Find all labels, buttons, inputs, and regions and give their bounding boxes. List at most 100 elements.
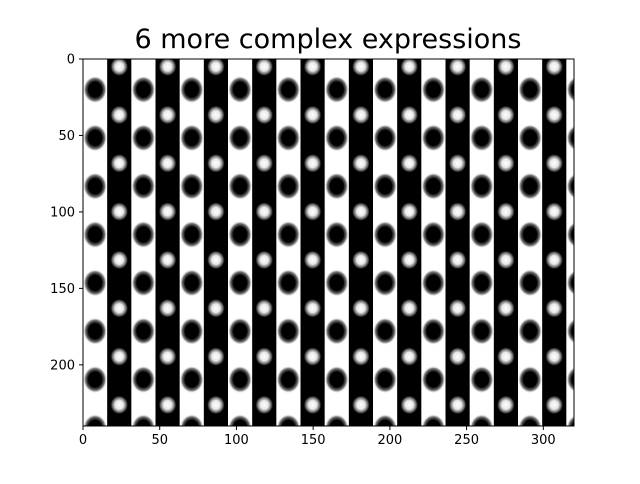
heatmap-blob-dark (566, 366, 574, 393)
heatmap-blob-light (255, 298, 274, 318)
heatmap-blob-light (351, 395, 371, 415)
heatmap-blob-dark (83, 75, 108, 104)
heatmap-blob-dark (276, 365, 301, 394)
heatmap-blob-light (158, 346, 177, 367)
heatmap-blob-light (206, 250, 226, 270)
x-tick-label: 250 (454, 433, 479, 448)
heatmap-blob-light (496, 395, 516, 415)
heatmap-blob-light (400, 250, 419, 270)
heatmap-blob-dark (372, 269, 398, 297)
heatmap-blob-dark (276, 124, 301, 152)
heatmap-blob-light (206, 105, 226, 125)
heatmap-blob-light (303, 105, 322, 125)
heatmap-blob-light (400, 346, 419, 367)
heatmap-blob-dark (421, 365, 446, 394)
heatmap-blob-dark (421, 269, 446, 297)
heatmap-blob-dark (469, 220, 494, 249)
heatmap-blob-light (255, 59, 274, 77)
heatmap-blob-light (545, 201, 564, 222)
heatmap-blob-dark (83, 317, 108, 345)
x-tick-label: 150 (301, 433, 326, 448)
heatmap-blob-light (400, 59, 419, 77)
heatmap-blob-light (400, 444, 418, 463)
heatmap-blob-dark (517, 75, 543, 104)
heatmap-blob-light (448, 105, 467, 125)
heatmap-blob-light (448, 153, 467, 173)
heatmap-blob-dark (421, 220, 446, 249)
heatmap-blob-light (496, 153, 516, 173)
heatmap-blob-light (593, 299, 611, 318)
heatmap-blob-dark (517, 220, 543, 249)
heatmap-blob-light (303, 250, 322, 270)
heatmap-blob-light (110, 153, 129, 173)
heatmap-blob-dark (372, 75, 398, 104)
heatmap-blob-dark (131, 365, 156, 394)
heatmap-blob-dark (131, 172, 156, 200)
heatmap-blob-light (351, 59, 371, 77)
heatmap-blob-dark (566, 270, 574, 296)
heatmap-blob-light (593, 57, 611, 76)
heatmap-blob-light (593, 250, 611, 269)
heatmap-blob-light (448, 201, 467, 222)
heatmap-blob-light (255, 105, 274, 125)
heatmap-blob-light (351, 153, 371, 173)
heatmap-blob-light (448, 250, 467, 270)
heatmap-blob-dark (83, 124, 108, 152)
heatmap-blob-dark (421, 124, 446, 152)
heatmap-blob-dark (615, 269, 639, 297)
heatmap-blob-light (593, 395, 611, 414)
heatmap-blob-light (351, 346, 371, 367)
heatmap-blob-dark (179, 414, 204, 426)
x-axis: 0 50 100 150 200 250 300 (79, 426, 556, 448)
heatmap-blob-light (545, 298, 564, 318)
heatmap-blob-dark (83, 269, 108, 297)
heatmap-blob-light (158, 395, 177, 415)
heatmap-blob-light (351, 250, 371, 270)
heatmap-blob-dark (469, 269, 494, 297)
heatmap-blob-dark (517, 124, 543, 152)
heatmap-blob-light (545, 395, 564, 415)
heatmap-blob-dark (372, 172, 398, 200)
heatmap-blob-light (545, 346, 564, 367)
heatmap-blob-light (303, 395, 322, 415)
heatmap-blob-light (303, 201, 322, 222)
heatmap-blob-light (255, 250, 274, 270)
heatmap-blob-light (110, 59, 129, 77)
heatmap-blob-dark (421, 75, 446, 104)
heatmap-blob-dark (615, 366, 639, 394)
heatmap-blob-dark (276, 75, 301, 104)
heatmap-blob-dark (517, 317, 543, 345)
heatmap-blob-dark (615, 221, 639, 249)
heatmap-blob-dark (83, 172, 108, 200)
heatmap-blob-dark (179, 365, 204, 394)
heatmap-blob-dark (517, 365, 543, 394)
heatmap-blob-dark (227, 124, 253, 152)
heatmap-blob-dark (517, 269, 543, 297)
heatmap-blob-dark (566, 415, 574, 426)
heatmap-blob-dark (131, 269, 156, 297)
y-tick-label: 0 (67, 53, 75, 68)
heatmap-blob-light (351, 201, 371, 222)
heatmap-blob-dark (469, 317, 494, 345)
plot-frame (82, 58, 575, 427)
heatmap-blob-dark (227, 172, 253, 200)
heatmap-blob-dark (421, 414, 446, 426)
heatmap-blob-dark (469, 75, 494, 104)
heatmap-blob-light (158, 201, 177, 222)
heatmap-blob-dark (276, 269, 301, 297)
heatmap-blob-dark (276, 414, 301, 426)
heatmap-blob-light (110, 250, 129, 270)
x-tick-label: 100 (224, 433, 249, 448)
heatmap-blob-dark (324, 365, 349, 394)
heatmap-blob-dark (518, 414, 543, 426)
heatmap-blob-light (448, 395, 467, 415)
x-tick-label: 200 (377, 433, 402, 448)
heatmap-blob-dark (615, 124, 639, 152)
heatmap-blob-dark (615, 172, 639, 200)
heatmap-blob-light (110, 298, 129, 318)
heatmap-blob-dark (276, 317, 301, 345)
heatmap-blob-dark (517, 172, 543, 200)
heatmap-blob-light (593, 347, 611, 366)
y-axis: 0 50 100 150 200 (50, 53, 83, 373)
